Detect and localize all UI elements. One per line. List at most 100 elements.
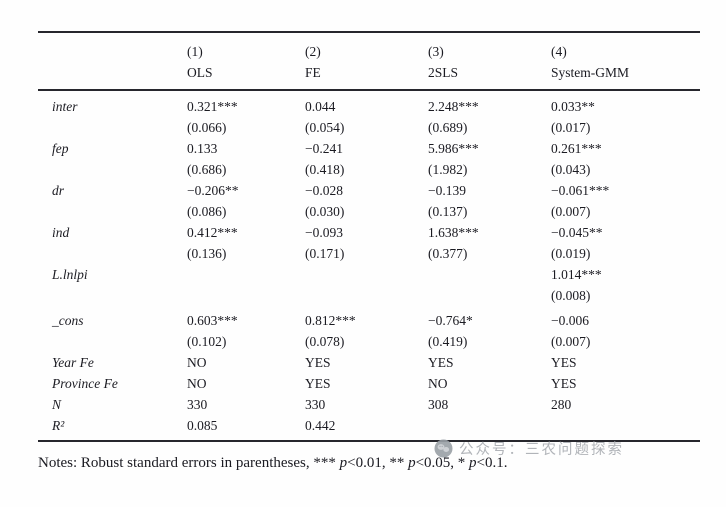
info-row: N 330 330 308 280 (38, 394, 700, 415)
coefficient-value: −0.093 (305, 225, 343, 240)
coefficient-value: −0.206** (187, 183, 239, 198)
coefficient-value: 0.044 (305, 99, 336, 114)
info-value: 0.442 (305, 418, 336, 433)
info-value: NO (187, 355, 207, 370)
column-header-3: (3) 2SLS (428, 41, 551, 83)
std-error-value: (0.066) (187, 120, 227, 135)
column-method: OLS (187, 65, 213, 80)
std-error-value: (0.030) (305, 204, 345, 219)
coefficient-value: −0.241 (305, 141, 343, 156)
row-label: inter (52, 99, 78, 114)
info-value: 330 (187, 397, 208, 412)
std-error-value: (0.017) (551, 120, 591, 135)
std-error-value: (0.419) (428, 334, 468, 349)
notes-lead: Notes: Robust standard errors in parenth… (38, 455, 314, 471)
std-error-value: (0.102) (187, 334, 227, 349)
info-rows: Year Fe NO YES YES YES Province Fe NO YES NO YES N… (38, 352, 700, 436)
row-label: Province Fe (52, 376, 118, 391)
significance-stars: *** (313, 455, 340, 471)
std-error-value: (0.689) (428, 120, 468, 135)
info-value (551, 415, 700, 436)
row-label: N (52, 397, 62, 412)
coef-row: _cons 0.603*** 0.812*** −0.764* −0.006 (38, 310, 700, 331)
info-row: Year Fe NO YES YES YES (38, 352, 700, 373)
coefficient-value: −0.045** (551, 225, 603, 240)
coefficient-value: 0.812*** (305, 313, 356, 328)
std-error-row: (0.008) (38, 285, 700, 306)
column-method: 2SLS (428, 65, 459, 80)
std-error-row: (0.102) (0.078) (0.419) (0.007) (38, 331, 700, 352)
std-error-value: (0.007) (551, 204, 591, 219)
std-error-value: (0.008) (551, 288, 591, 303)
coef-row: L.lnlpi 1.014*** (38, 264, 700, 285)
column-number: (3) (428, 44, 444, 59)
row-label: L.lnlpi (52, 267, 88, 282)
coef-row: ind 0.412*** −0.093 1.638*** −0.045** (38, 222, 700, 243)
coefficient-value: 0.033** (551, 99, 595, 114)
std-error-row: (0.686) (0.418) (1.982) (0.043) (38, 159, 700, 180)
coef-row: inter 0.321*** 0.044 2.248*** 0.033** (38, 96, 700, 117)
info-row: R² 0.085 0.442 (38, 415, 700, 436)
row-label-empty (52, 159, 187, 180)
row-label: ind (52, 225, 70, 240)
info-value: YES (551, 355, 577, 370)
p-value-symbol: p (469, 455, 477, 471)
coefficient-value: 1.638*** (428, 225, 479, 240)
info-value (428, 415, 551, 436)
coef-row: dr −0.206** −0.028 −0.139 −0.061*** (38, 180, 700, 201)
info-value: 330 (305, 397, 326, 412)
p-threshold: <0.01, (347, 455, 390, 471)
p-threshold: <0.05, (415, 455, 458, 471)
column-header-1: (1) OLS (187, 41, 305, 83)
header-empty-cell (52, 41, 187, 83)
std-error-value: (0.171) (305, 246, 345, 261)
std-error-value: (0.054) (305, 120, 345, 135)
std-error-value: (0.137) (428, 204, 468, 219)
row-label-empty (52, 201, 187, 222)
std-error-row: (0.136) (0.171) (0.377) (0.019) (38, 243, 700, 264)
std-error-value: (0.136) (187, 246, 227, 261)
std-error-value: (1.982) (428, 162, 468, 177)
info-value: YES (305, 355, 331, 370)
column-number: (2) (305, 44, 321, 59)
coefficient-value: 1.014*** (551, 267, 602, 282)
row-label: fep (52, 141, 69, 156)
table-header-row: (1) OLS (2) FE (3) 2SLS (4) System-GMM (38, 33, 700, 89)
coefficient-value (428, 264, 551, 285)
coefficient-value (305, 264, 428, 285)
std-error-value: (0.043) (551, 162, 591, 177)
table-bottom-rule (38, 440, 700, 442)
std-error-value: (0.078) (305, 334, 345, 349)
p-threshold: <0.1. (476, 455, 508, 471)
regression-table: (1) OLS (2) FE (3) 2SLS (4) System-GMM i… (38, 31, 700, 442)
table-top-rule (38, 31, 700, 33)
significance-stars: * (457, 455, 470, 471)
column-method: FE (305, 65, 321, 80)
info-value: 280 (551, 397, 572, 412)
row-label: R² (52, 418, 65, 433)
coefficient-value: 5.986*** (428, 141, 479, 156)
info-value: 308 (428, 397, 449, 412)
row-label: _cons (52, 313, 84, 328)
info-row: Province Fe NO YES NO YES (38, 373, 700, 394)
table-header-rule (38, 89, 700, 91)
coefficient-value: −0.139 (428, 183, 466, 198)
p-value-symbol: p (408, 455, 416, 471)
row-label-empty (52, 117, 187, 138)
std-error-value (187, 285, 305, 306)
std-error-value (305, 285, 428, 306)
column-header-4: (4) System-GMM (551, 41, 700, 83)
coefficient-value: 0.133 (187, 141, 218, 156)
coefficient-value: 2.248*** (428, 99, 479, 114)
coefficient-value: 0.603*** (187, 313, 238, 328)
std-error-value: (0.007) (551, 334, 591, 349)
std-error-value: (0.418) (305, 162, 345, 177)
table-notes: Notes: Robust standard errors in parenth… (38, 453, 718, 473)
std-error-value (428, 285, 551, 306)
row-label-empty (52, 285, 187, 306)
coefficient-value: 0.321*** (187, 99, 238, 114)
row-label: dr (52, 183, 65, 198)
info-value: NO (428, 376, 448, 391)
coefficient-value: 0.412*** (187, 225, 238, 240)
